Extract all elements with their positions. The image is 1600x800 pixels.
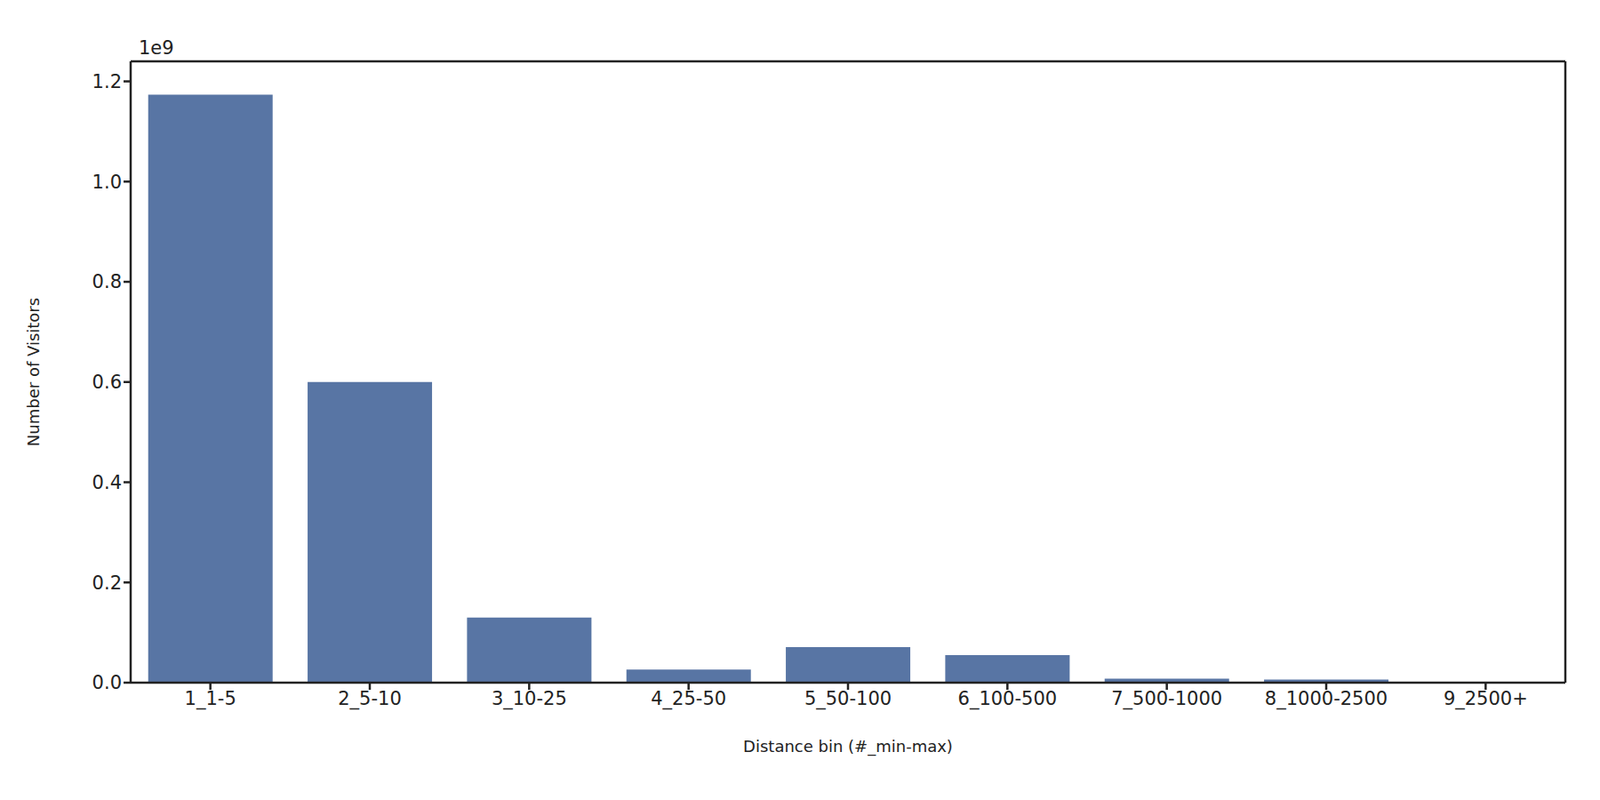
svg-text:3_10-25: 3_10-25	[491, 688, 568, 711]
svg-text:1.0: 1.0	[92, 171, 122, 193]
svg-text:8_1000-2500: 8_1000-2500	[1264, 688, 1388, 711]
svg-text:7_500-1000: 7_500-1000	[1111, 688, 1223, 711]
svg-text:5_50-100: 5_50-100	[804, 688, 892, 711]
svg-text:4_25-50: 4_25-50	[650, 688, 727, 711]
html-text:1e9: 1e9	[138, 37, 174, 59]
svg-text:1_1-5: 1_1-5	[184, 688, 237, 711]
svg-text:Number of Visitors: Number of Visitors	[24, 297, 43, 447]
svg-text:0.8: 0.8	[92, 271, 122, 293]
svg-text:0.6: 0.6	[92, 371, 122, 393]
svg-text:0.0: 0.0	[92, 672, 122, 694]
svg-text:6_100-500: 6_100-500	[958, 688, 1058, 711]
svg-text:Distance bin (#_min-max): Distance bin (#_min-max)	[743, 736, 953, 757]
svg-text:9_2500+: 9_2500+	[1443, 688, 1528, 711]
svg-text:0.4: 0.4	[92, 472, 122, 494]
svg-text:2_5-10: 2_5-10	[337, 688, 402, 711]
svg-text:0.2: 0.2	[92, 572, 122, 594]
svg-text:1.2: 1.2	[92, 71, 122, 93]
